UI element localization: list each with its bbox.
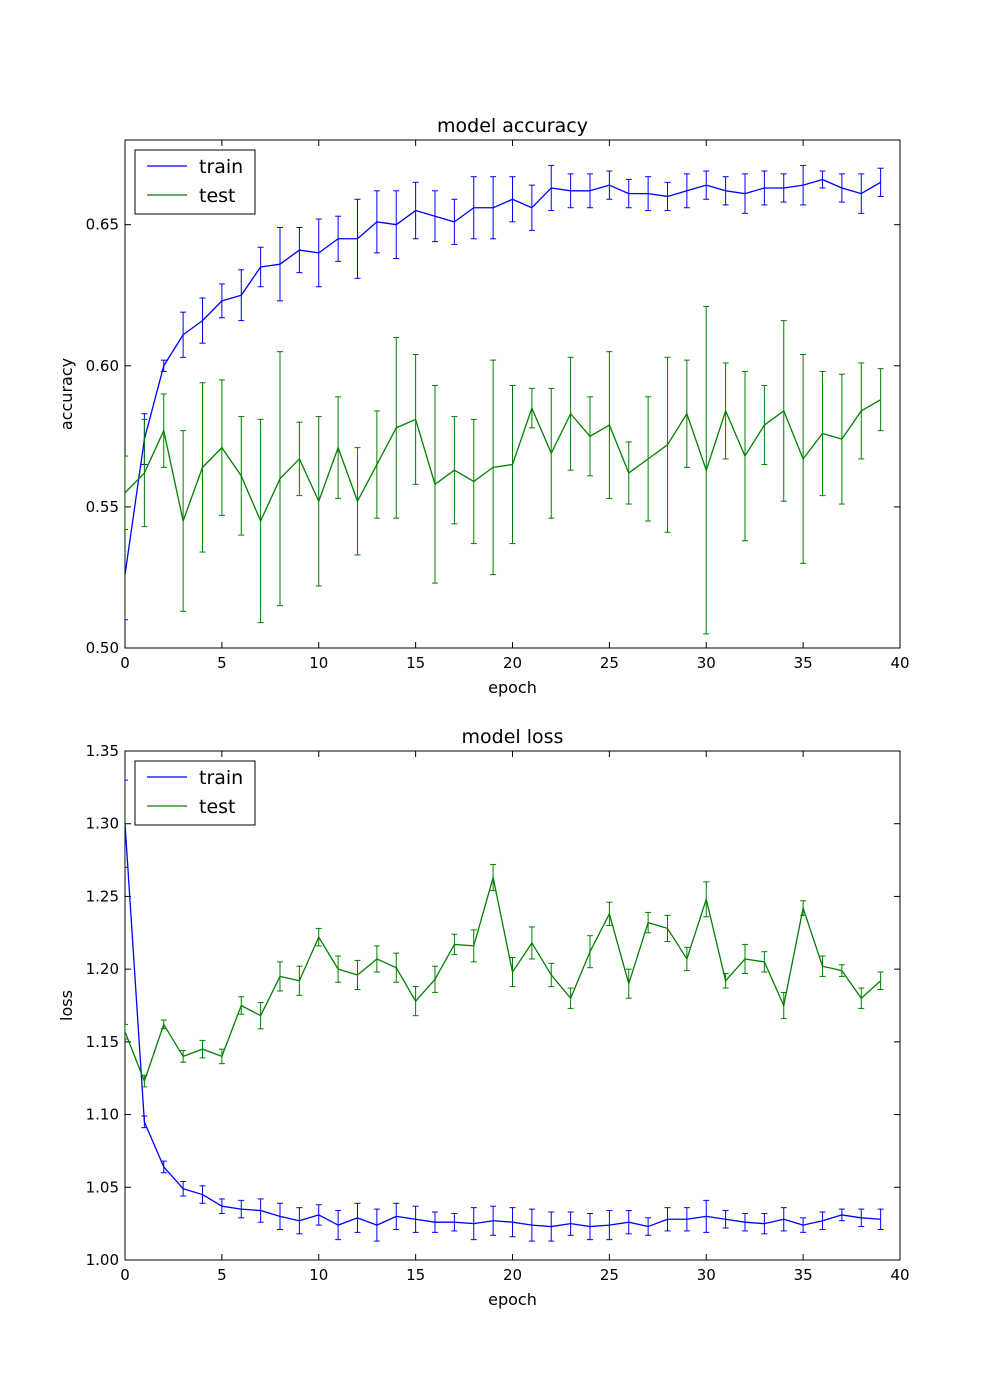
model-accuracy-legend-box	[134, 149, 256, 215]
model-loss-x-axis-label: epoch	[488, 1290, 537, 1309]
train-line	[125, 178, 881, 575]
model-loss-y-tick-label: 1.35	[86, 742, 119, 760]
model-accuracy-x-tick-label: 20	[503, 654, 522, 672]
model-accuracy-title: model accuracy	[437, 115, 588, 137]
model-loss-legend-box	[134, 760, 256, 826]
model-accuracy-x-tick-label: 40	[890, 654, 909, 672]
model-accuracy-y-tick-label: 0.55	[86, 498, 119, 516]
model-loss-x-tick-label: 25	[600, 1266, 619, 1284]
legend-label-train: train	[199, 767, 243, 789]
model-accuracy-series-train	[125, 164, 884, 621]
model-loss-x-tick-label: 10	[309, 1266, 328, 1284]
model-accuracy-x-tick-label: 30	[697, 654, 716, 672]
legend-label-test: test	[199, 796, 236, 818]
model-accuracy-y-tick-label: 0.60	[86, 357, 119, 375]
test-line	[125, 876, 882, 1082]
model-accuracy-x-tick-label: 0	[120, 654, 130, 672]
model-loss-y-tick-label: 1.20	[86, 960, 119, 978]
model-accuracy-legend: train test	[134, 149, 256, 215]
model-loss-x-tick-label: 20	[503, 1266, 522, 1284]
model-loss-x-tick-label: 5	[217, 1266, 227, 1284]
model-accuracy-x-tick-label: 5	[217, 654, 227, 672]
legend-label-train: train	[199, 156, 243, 178]
model-loss-legend: train test	[134, 760, 256, 826]
model-accuracy-series-test	[125, 306, 884, 635]
model-loss-y-tick-label: 1.10	[86, 1106, 119, 1124]
model-accuracy-x-axis-label: epoch	[488, 678, 537, 697]
model-loss-x-tick-label: 40	[890, 1266, 909, 1284]
model-loss-x-tick-label: 0	[120, 1266, 130, 1284]
model-accuracy-x-tick-label: 10	[309, 654, 328, 672]
model-loss-series-train	[125, 779, 884, 1242]
model-loss-x-tick-label: 30	[697, 1266, 716, 1284]
model-loss-y-tick-label: 1.25	[86, 887, 119, 905]
train-line	[125, 823, 881, 1228]
model-loss-y-tick-label: 1.15	[86, 1033, 119, 1051]
loss-chart: 0 5 10 15 20 25 30 35 40 1.00 1.05 1.10 1.15 1.20 1.25…	[57, 726, 910, 1309]
model-loss-series-test	[125, 863, 884, 1088]
model-loss-x-tick-label: 35	[794, 1266, 813, 1284]
model-accuracy-y-tick-label: 0.50	[86, 639, 119, 657]
model-loss-y-tick-label: 1.30	[86, 815, 119, 833]
model-accuracy-x-tick-label: 35	[794, 654, 813, 672]
accuracy-chart: 0 5 10 15 20 25 30 35 40 0.50 0.55 0.60 0.65 model ac…	[57, 115, 910, 697]
model-accuracy-x-tick-label: 25	[600, 654, 619, 672]
model-loss-y-axis-label: loss	[57, 990, 76, 1021]
legend-label-test: test	[199, 185, 236, 207]
model-loss-x-tick-label: 15	[406, 1266, 425, 1284]
model-loss-title: model loss	[462, 726, 564, 748]
model-loss-y-tick-label: 1.05	[86, 1178, 119, 1196]
model-accuracy-y-tick-label: 0.65	[86, 216, 119, 234]
model-loss-y-tick-label: 1.00	[86, 1251, 119, 1269]
model-accuracy-y-axis-label: accuracy	[57, 358, 76, 430]
test-line	[125, 399, 881, 522]
model-accuracy-x-tick-label: 15	[406, 654, 425, 672]
